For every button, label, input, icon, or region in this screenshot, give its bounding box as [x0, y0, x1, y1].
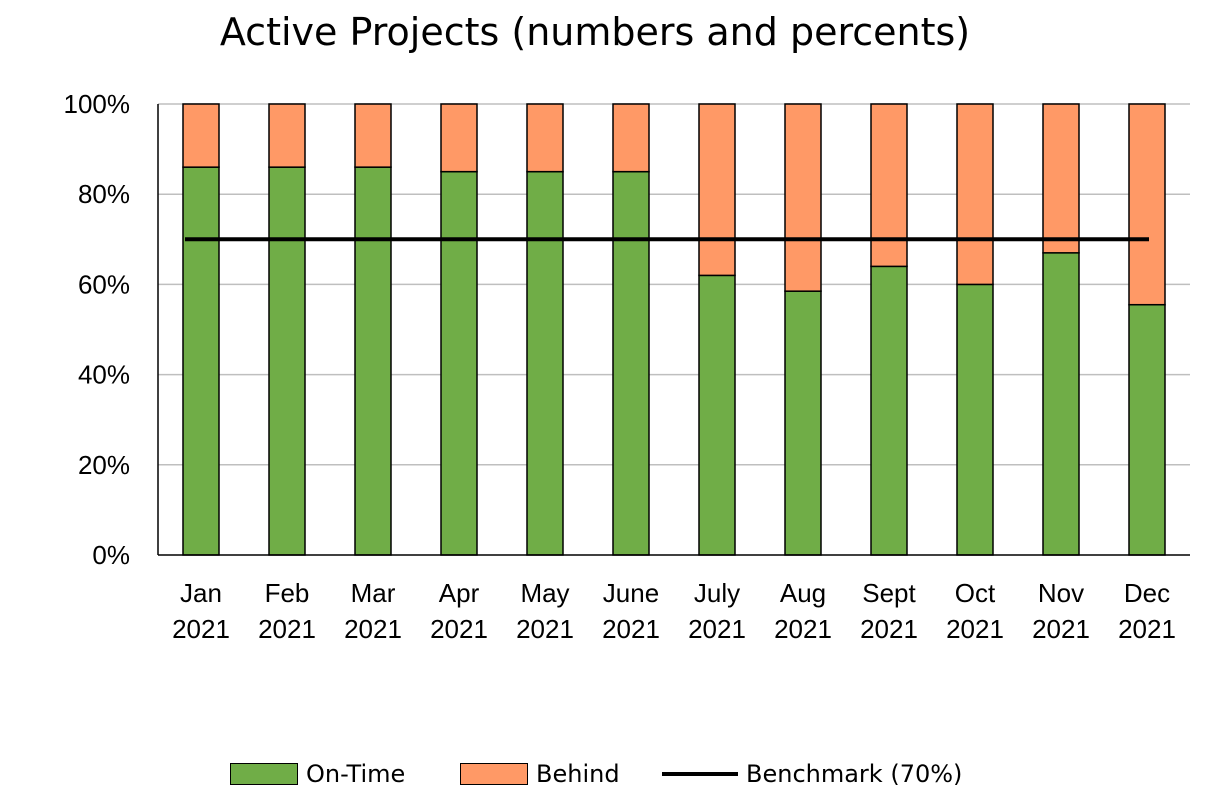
x-tick-label: 2021 — [1118, 614, 1176, 644]
legend-label-behind: Behind — [536, 760, 620, 788]
x-tick-label: July — [694, 578, 740, 608]
bar-on-time — [698, 274, 736, 556]
x-tick-label: 2021 — [860, 614, 918, 644]
bar-on-time — [1042, 252, 1080, 556]
bar-behind — [1128, 103, 1166, 306]
y-tick-label: 80% — [78, 179, 130, 209]
axes — [157, 104, 1190, 556]
x-tick-label: Dec — [1124, 578, 1170, 608]
x-tick-label: Apr — [439, 578, 480, 608]
bar-on-time — [182, 166, 220, 556]
bar-behind — [268, 103, 306, 168]
bar-on-time — [784, 290, 822, 556]
y-tick-labels: 0% 20% 40% 60% 80% 100% — [64, 89, 131, 570]
bar-behind — [698, 103, 736, 277]
x-tick-label: June — [603, 578, 659, 608]
bar-behind — [1042, 103, 1080, 254]
y-tick-label: 100% — [64, 89, 131, 119]
bar-on-time — [268, 166, 306, 556]
legend-item-benchmark: Benchmark (70%) — [662, 756, 962, 792]
x-tick-label: 2021 — [258, 614, 316, 644]
legend-line-benchmark — [662, 772, 738, 776]
gridlines — [158, 103, 1190, 466]
bar-on-time — [1128, 303, 1166, 556]
x-tick-label: Sept — [862, 578, 916, 608]
x-tick-label: 2021 — [430, 614, 488, 644]
x-tick-label: Jan — [180, 578, 222, 608]
bar-behind — [784, 103, 822, 292]
x-tick-label: 2021 — [516, 614, 574, 644]
legend-label-on-time: On-Time — [306, 760, 406, 788]
bar-on-time — [440, 170, 478, 556]
x-tick-label: 2021 — [602, 614, 660, 644]
x-tick-label: Mar — [351, 578, 396, 608]
bar-on-time — [956, 283, 994, 556]
x-tick-label: 2021 — [688, 614, 746, 644]
chart-title: Active Projects (numbers and percents) — [219, 10, 971, 54]
y-tick-label: 0% — [92, 540, 130, 570]
bar-behind — [182, 103, 220, 168]
x-tick-label: Oct — [955, 578, 996, 608]
bar-behind — [440, 103, 478, 173]
x-tick-label: Aug — [780, 578, 826, 608]
bar-on-time — [612, 170, 650, 556]
bar-behind — [526, 103, 564, 173]
bar-behind — [354, 103, 392, 168]
legend-swatch-behind — [460, 763, 528, 785]
x-tick-label: 2021 — [946, 614, 1004, 644]
x-tick-label: 2021 — [344, 614, 402, 644]
x-tick-labels: Jan 2021 Feb 2021 Mar 2021 Apr 2021 May 2021 June 2… — [172, 578, 1176, 644]
bar-behind — [870, 103, 908, 268]
x-tick-label: Feb — [265, 578, 310, 608]
x-tick-label: 2021 — [172, 614, 230, 644]
legend-label-benchmark: Benchmark (70%) — [746, 760, 963, 788]
x-tick-label: 2021 — [774, 614, 832, 644]
y-tick-label: 60% — [78, 269, 130, 299]
legend-item-behind: Behind — [460, 756, 620, 792]
legend: On-Time Behind Benchmark (70%) — [0, 756, 1206, 792]
y-tick-label: 20% — [78, 450, 130, 480]
bar-behind — [956, 103, 994, 286]
bar-behind — [612, 103, 650, 173]
bar-on-time — [870, 265, 908, 556]
y-tick-label: 40% — [78, 360, 130, 390]
bars — [182, 103, 1166, 556]
x-tick-label: May — [520, 578, 569, 608]
x-tick-label: Nov — [1038, 578, 1084, 608]
legend-item-on-time: On-Time — [230, 756, 405, 792]
bar-on-time — [354, 166, 392, 556]
legend-swatch-on-time — [230, 763, 298, 785]
x-tick-label: 2021 — [1032, 614, 1090, 644]
bar-on-time — [526, 170, 564, 556]
